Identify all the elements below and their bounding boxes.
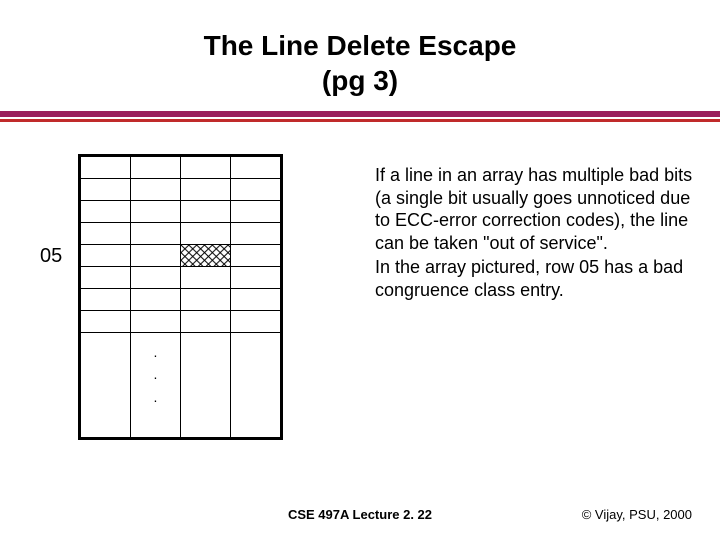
bad-cell xyxy=(181,245,231,267)
table-row xyxy=(81,289,281,311)
table-row xyxy=(81,201,281,223)
table-row xyxy=(81,157,281,179)
table-row xyxy=(81,223,281,245)
explanation-text: If a line in an array has multiple bad b… xyxy=(375,164,695,303)
table-row xyxy=(81,267,281,289)
ellipsis-cell: ... xyxy=(131,333,181,438)
table-row xyxy=(81,245,281,267)
footer-copyright: © Vijay, PSU, 2000 xyxy=(582,507,692,522)
title-line-2: (pg 3) xyxy=(0,63,720,98)
row-05-label: 05 xyxy=(40,245,62,268)
horizontal-rules xyxy=(0,111,720,122)
rule-thin xyxy=(0,119,720,122)
slide-title: The Line Delete Escape (pg 3) xyxy=(0,0,720,98)
crosshatch-icon xyxy=(181,245,230,266)
title-line-1: The Line Delete Escape xyxy=(0,28,720,63)
rule-thick xyxy=(0,111,720,117)
memory-array-grid: ... xyxy=(78,154,283,440)
paragraph-1: If a line in an array has multiple bad b… xyxy=(375,164,695,254)
table-row xyxy=(81,179,281,201)
paragraph-2: In the array pictured, row 05 has a bad … xyxy=(375,256,695,301)
table-row xyxy=(81,311,281,333)
table-row: ... xyxy=(81,333,281,438)
